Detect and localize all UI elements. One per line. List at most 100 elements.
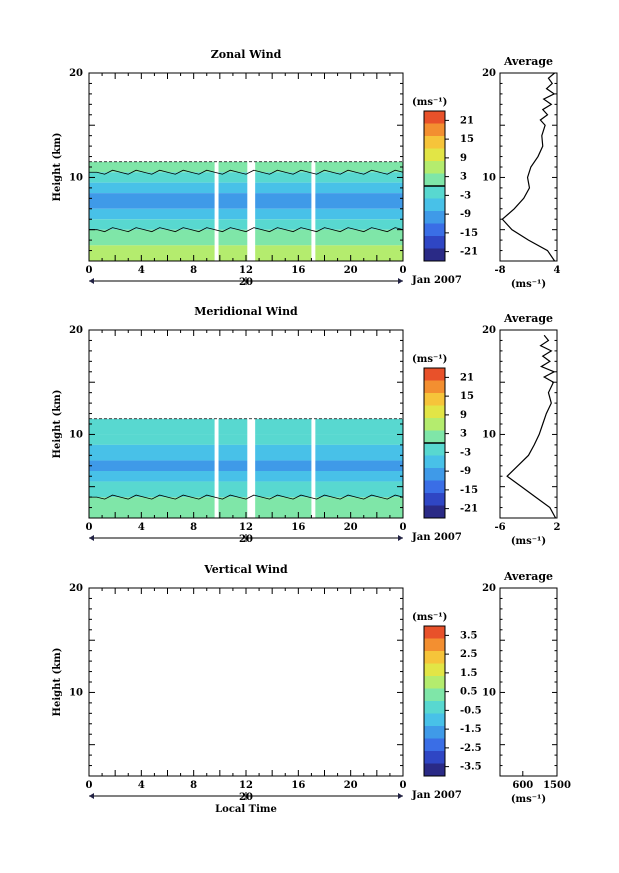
colorbar-segment — [424, 123, 445, 137]
date-label: Jan 2007 — [411, 275, 462, 286]
data-gap — [311, 330, 316, 518]
colorbar-segment — [424, 368, 445, 381]
colorbar-segment — [424, 186, 445, 199]
average-x-tick-label: -6 — [494, 522, 505, 533]
field-layer — [89, 229, 403, 246]
colorbar-tick-label: 21 — [460, 372, 474, 383]
colorbar-tick-label: 9 — [460, 410, 467, 421]
colorbar-tick-label: -2.5 — [460, 743, 482, 754]
colorbar-segment — [424, 198, 445, 212]
colorbar: (ms⁻¹) 3.5 2.5 1.5 0.5 -0.5 -1.5 -2.5 -3.5 — [412, 612, 482, 777]
panel-title: Meridional Wind — [194, 305, 298, 318]
y-tick-label: 10 — [69, 687, 83, 698]
colorbar-segment — [424, 211, 445, 224]
wind-field — [89, 330, 404, 518]
average-x-label: (ms⁻¹) — [511, 794, 546, 805]
colorbar-segment — [424, 676, 445, 689]
date-marker: 20 — [239, 792, 253, 803]
average-profile: Average 10 20 -6 2 (ms⁻¹) — [482, 312, 560, 547]
colorbar-segment — [424, 663, 445, 677]
colorbar-segment — [424, 738, 445, 752]
colorbar-tick-label: 3.5 — [460, 630, 477, 641]
date-axis-arrow-left — [89, 793, 94, 799]
colorbar-segment — [424, 430, 445, 444]
colorbar-segment — [424, 651, 445, 664]
colorbar-segment — [424, 493, 445, 506]
x-tick-label: 0 — [400, 265, 407, 276]
x-tick-label: 0 — [86, 265, 93, 276]
average-y-tick-label: 10 — [482, 429, 496, 440]
average-x-label: (ms⁻¹) — [511, 279, 546, 290]
field-layer — [89, 418, 403, 435]
field-layer — [89, 444, 403, 461]
colorbar-tick-label: -0.5 — [460, 705, 482, 716]
y-tick-label: 20 — [69, 68, 83, 79]
data-gap — [311, 73, 316, 261]
x-tick-label: 20 — [344, 265, 358, 276]
colorbar-unit: (ms⁻¹) — [412, 612, 447, 623]
x-tick-label: 12 — [239, 780, 253, 791]
colorbar-segment — [424, 248, 445, 262]
x-tick-label: 0 — [400, 780, 407, 791]
colorbar-segment — [424, 236, 445, 249]
colorbar-tick-label: 15 — [460, 391, 474, 402]
average-x-tick-label: -8 — [494, 265, 505, 276]
data-gap — [214, 330, 219, 518]
colorbar-segment — [424, 468, 445, 481]
y-tick-label: 10 — [69, 172, 83, 183]
colorbar: (ms⁻¹) 21 15 9 3 -3 -9 -15 -21 — [412, 97, 478, 262]
field-layer — [89, 172, 403, 183]
colorbar-segment — [424, 726, 445, 739]
x-axis-label: Local Time — [215, 804, 277, 815]
colorbar-tick-label: -3 — [460, 447, 471, 458]
data-gap — [247, 330, 256, 518]
colorbar-segment — [424, 626, 445, 639]
colorbar-tick-label: -1.5 — [460, 724, 482, 735]
x-tick-label: 20 — [344, 522, 358, 533]
colorbar-segment — [424, 173, 445, 187]
y-axis-label: Height (km) — [52, 133, 63, 202]
field-layer — [89, 208, 403, 220]
colorbar-unit: (ms⁻¹) — [412, 354, 447, 365]
wind-field — [89, 73, 404, 261]
data-gap — [214, 73, 219, 261]
colorbar-segment — [424, 418, 445, 431]
average-title: Average — [503, 312, 553, 325]
colorbar-tick-label: -3.5 — [460, 762, 482, 773]
average-frame — [499, 329, 558, 519]
average-title: Average — [503, 55, 553, 68]
average-x-label: (ms⁻¹) — [511, 536, 546, 547]
panel-0: Zonal Wind 0 4 8 12 16 20 0 10 20 Height (km) 20 Jan… — [52, 48, 561, 290]
colorbar-segment — [424, 505, 445, 519]
colorbar-segment — [424, 148, 445, 162]
average-x-tick-label: 1500 — [543, 780, 571, 791]
y-tick-label: 20 — [69, 583, 83, 594]
x-tick-label: 0 — [86, 780, 93, 791]
average-title: Average — [503, 570, 553, 583]
x-tick-label: 8 — [190, 265, 197, 276]
field-layer — [89, 460, 403, 471]
colorbar-tick-label: -9 — [460, 466, 471, 477]
colorbar: (ms⁻¹) 21 15 9 3 -3 -9 -15 -21 — [412, 354, 478, 519]
colorbar-segment — [424, 763, 445, 777]
colorbar-tick-label: 2.5 — [460, 649, 477, 660]
colorbar-segment — [424, 111, 445, 124]
average-frame — [499, 72, 558, 262]
zero-contour — [89, 227, 404, 233]
field-layer — [89, 434, 403, 445]
panel-title: Zonal Wind — [211, 48, 282, 61]
colorbar-tick-label: 21 — [460, 115, 474, 126]
x-tick-label: 12 — [239, 522, 253, 533]
colorbar-segment — [424, 455, 445, 469]
panel-2: Vertical Wind 0 4 8 12 16 20 0 10 20 Height (km) 20… — [52, 563, 571, 815]
x-tick-label: 8 — [190, 522, 197, 533]
average-x-tick-label: 2 — [554, 522, 561, 533]
zero-contour — [89, 169, 404, 175]
x-tick-label: 0 — [86, 522, 93, 533]
colorbar-tick-label: 1.5 — [460, 668, 477, 679]
colorbar-segment — [424, 405, 445, 419]
colorbar-segment — [424, 688, 445, 702]
date-axis-arrow-right — [398, 793, 403, 799]
colorbar-segment — [424, 480, 445, 494]
average-y-tick-label: 20 — [482, 325, 496, 336]
